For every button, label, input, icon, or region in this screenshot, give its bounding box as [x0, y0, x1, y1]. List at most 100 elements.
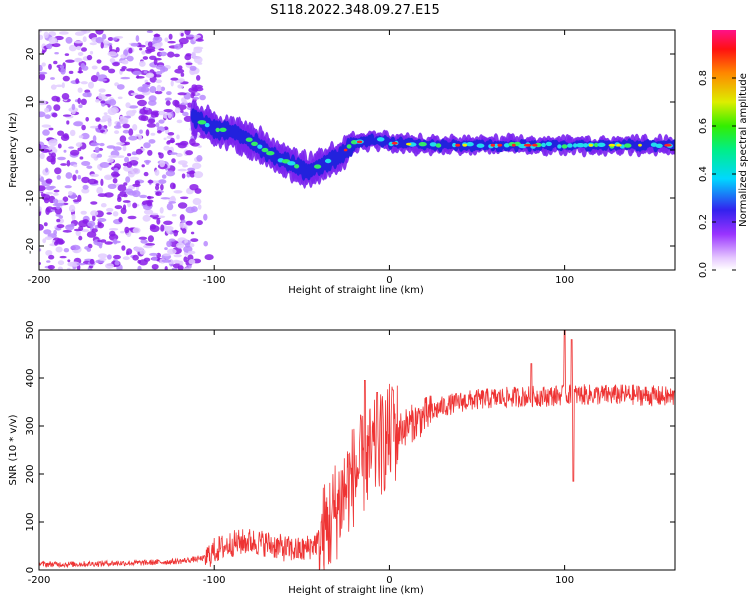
noise-blob [137, 86, 147, 92]
noise-blob [44, 114, 51, 119]
noise-blob [96, 153, 103, 158]
noise-blob [127, 170, 135, 178]
ridge-highlight [261, 147, 269, 153]
colorbar-ticks: 0.0 0.2 0.4 0.6 0.8 [698, 70, 736, 278]
ridge-highlight [561, 144, 568, 149]
noise-blob [88, 265, 94, 269]
noise-blob [185, 150, 194, 156]
noise-blob [40, 148, 50, 153]
snr-x-tick-label: -100 [203, 575, 226, 586]
ridge-highlight [494, 143, 499, 148]
noise-blob [122, 200, 131, 203]
noise-blob [42, 129, 50, 136]
noise-blob [145, 160, 150, 165]
noise-blob [166, 135, 173, 139]
ridge-hotspot [356, 140, 363, 144]
noise-blob [86, 54, 93, 61]
noise-blob [104, 192, 114, 198]
noise-blob [160, 86, 166, 92]
noise-blob [176, 134, 180, 140]
noise-blob [193, 56, 203, 64]
noise-blob [113, 254, 121, 260]
noise-blob [62, 114, 72, 117]
ridge-highlight [466, 142, 474, 147]
noise-blob [145, 243, 156, 246]
noise-blob [77, 175, 82, 180]
noise-blob [71, 214, 76, 221]
spectrogram-y-label: Frequency (Hz) [8, 112, 19, 188]
noise-blob [120, 207, 127, 215]
noise-blob [180, 102, 190, 106]
noise-blob [143, 209, 154, 215]
noise-blob [130, 43, 139, 47]
noise-blob [48, 254, 55, 260]
noise-blob [59, 255, 67, 259]
noise-blob [75, 169, 79, 174]
noise-blob [155, 122, 160, 128]
noise-blob [147, 179, 154, 184]
noise-blob [181, 173, 186, 179]
noise-blob [105, 175, 113, 180]
colorbar-tick-label: 0.4 [698, 166, 709, 182]
noise-blob [78, 104, 83, 108]
noise-blob [39, 152, 45, 160]
noise-blob [122, 145, 127, 152]
noise-blob [162, 253, 171, 257]
noise-blob [99, 162, 110, 168]
noise-blob [45, 207, 50, 215]
spectrogram-x-label: Height of straight line (km) [288, 285, 424, 296]
noise-blob [164, 37, 169, 42]
noise-blob [88, 81, 94, 89]
colorbar-tick-label: 0.2 [698, 214, 709, 230]
noise-blob [89, 173, 99, 178]
ridge-highlight [219, 127, 227, 132]
noise-blob [113, 238, 118, 245]
noise-blob [154, 169, 160, 176]
noise-blob [108, 99, 117, 106]
noise-blob [107, 254, 112, 260]
noise-blob [187, 102, 192, 108]
noise-blob [159, 51, 168, 57]
noise-blob [55, 202, 65, 207]
noise-blob [98, 88, 106, 93]
noise-blob [47, 265, 55, 270]
noise-blob [64, 53, 70, 56]
noise-blob [100, 239, 107, 243]
noise-blob [91, 228, 98, 233]
noise-blob [117, 184, 127, 192]
noise-blob [188, 259, 196, 265]
noise-blob [78, 135, 84, 139]
noise-blob [177, 92, 187, 96]
noise-blob [150, 111, 158, 118]
spectrogram-y-tick-label: 0 [25, 147, 36, 153]
noise-blob [127, 153, 132, 157]
noise-blob [167, 40, 176, 44]
noise-blob [95, 117, 101, 122]
noise-blob [86, 165, 93, 169]
ridge-hotspot [497, 143, 503, 147]
noise-blob [80, 98, 87, 106]
noise-blob [165, 170, 176, 177]
noise-blob [39, 111, 46, 118]
noise-blob [68, 70, 74, 74]
noise-blob [56, 218, 61, 223]
noise-blob [50, 84, 57, 90]
noise-blob [171, 158, 176, 164]
noise-blob [155, 71, 163, 75]
noise-blob [92, 214, 96, 222]
noise-blob [166, 240, 172, 248]
noise-blob [90, 210, 99, 217]
colorbar-tick-label: 0.6 [698, 118, 709, 134]
noise-blob [53, 229, 57, 236]
noise-blob [147, 41, 153, 48]
noise-blob [174, 107, 181, 114]
noise-blob [191, 84, 198, 89]
noise-blob [62, 196, 69, 202]
noise-blob [177, 168, 187, 172]
noise-blob [166, 141, 171, 145]
ridge-highlight [429, 142, 437, 147]
noise-blob [177, 202, 188, 209]
noise-blob [92, 135, 97, 143]
noise-blob [193, 34, 202, 39]
